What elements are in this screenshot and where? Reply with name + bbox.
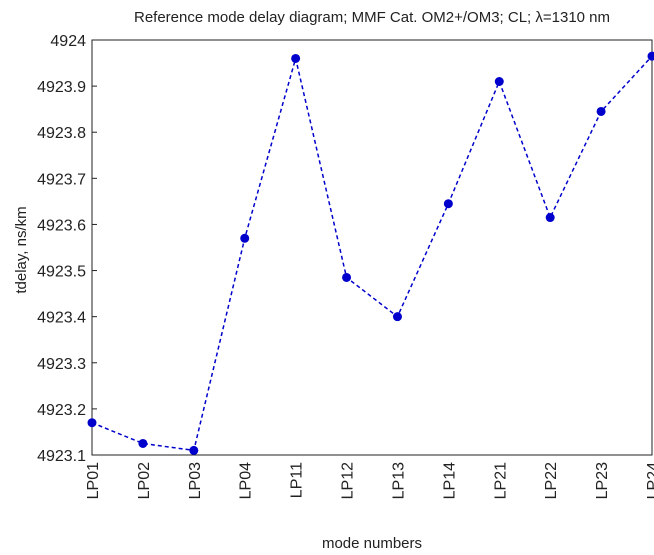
data-point bbox=[494, 77, 504, 86]
y-tick-label: 4923.4 bbox=[37, 310, 86, 327]
data-point bbox=[596, 106, 606, 116]
plot-frame bbox=[91, 39, 653, 456]
x-tick-label: LP13 bbox=[390, 462, 407, 499]
data-point bbox=[189, 445, 199, 455]
y-axis-label: tdelay, ns/km bbox=[13, 206, 30, 293]
y-tick-label: 4923.9 bbox=[37, 79, 86, 96]
x-tick-label: LP22 bbox=[543, 462, 560, 499]
y-tick-label: 4923.2 bbox=[37, 402, 86, 419]
data-point bbox=[443, 199, 453, 209]
data-point bbox=[647, 51, 654, 61]
data-point bbox=[392, 312, 402, 322]
y-tick-label: 4923.7 bbox=[37, 171, 86, 188]
x-tick-label: LP04 bbox=[238, 462, 255, 499]
data-point bbox=[87, 418, 97, 428]
chart-title: Reference mode delay diagram; MMF Cat. O… bbox=[134, 9, 610, 26]
x-tick-label: LP24 bbox=[645, 462, 654, 499]
y-tick-label: 4923.6 bbox=[37, 217, 86, 234]
data-point bbox=[342, 272, 352, 282]
y-tick-label: 4923.3 bbox=[37, 356, 86, 373]
data-point bbox=[291, 53, 301, 63]
x-tick-label: LP01 bbox=[85, 462, 102, 499]
x-tick-label: LP02 bbox=[136, 462, 153, 499]
x-tick-label: LP11 bbox=[289, 462, 306, 498]
data-point bbox=[545, 213, 555, 223]
x-tick-label: LP23 bbox=[594, 462, 611, 499]
series-line bbox=[91, 55, 653, 452]
x-tick-label: LP03 bbox=[187, 462, 204, 499]
x-tick-label: LP21 bbox=[492, 462, 509, 499]
y-tick-label: 4923.5 bbox=[37, 264, 86, 281]
x-axis-label: mode numbers bbox=[322, 535, 422, 552]
y-tick-label: 4923.1 bbox=[37, 448, 86, 465]
x-tick-label: LP14 bbox=[441, 462, 458, 499]
y-tick-label: 4923.8 bbox=[37, 125, 86, 142]
x-tick-label: LP12 bbox=[340, 462, 357, 499]
y-tick-label: 4924 bbox=[50, 33, 86, 50]
data-point bbox=[240, 233, 250, 243]
data-point bbox=[138, 438, 148, 448]
